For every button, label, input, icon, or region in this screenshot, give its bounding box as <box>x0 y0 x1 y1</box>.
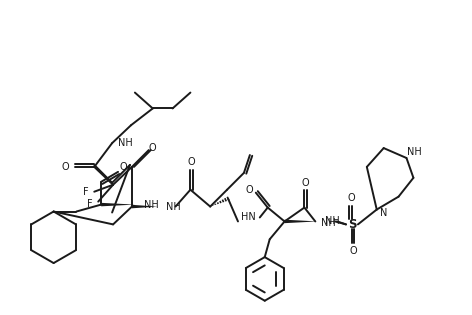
Polygon shape <box>285 220 317 223</box>
Text: O: O <box>245 185 253 195</box>
Polygon shape <box>132 205 158 208</box>
Text: NH: NH <box>144 200 159 209</box>
Text: NH: NH <box>118 138 133 148</box>
Text: F: F <box>87 198 93 209</box>
Text: O: O <box>149 143 157 153</box>
Text: F: F <box>83 187 88 197</box>
Text: O: O <box>347 193 355 203</box>
Text: NH: NH <box>321 218 336 228</box>
Text: O: O <box>62 162 69 172</box>
Polygon shape <box>101 203 135 206</box>
Text: O: O <box>302 178 309 188</box>
Text: NH: NH <box>166 202 180 212</box>
Text: O: O <box>119 162 127 172</box>
Text: NH: NH <box>407 147 422 157</box>
Text: NH: NH <box>325 216 340 226</box>
Text: O: O <box>187 157 195 167</box>
Text: O: O <box>349 246 357 256</box>
Text: S: S <box>348 218 356 231</box>
Text: HN: HN <box>241 212 255 222</box>
Text: N: N <box>379 208 387 218</box>
